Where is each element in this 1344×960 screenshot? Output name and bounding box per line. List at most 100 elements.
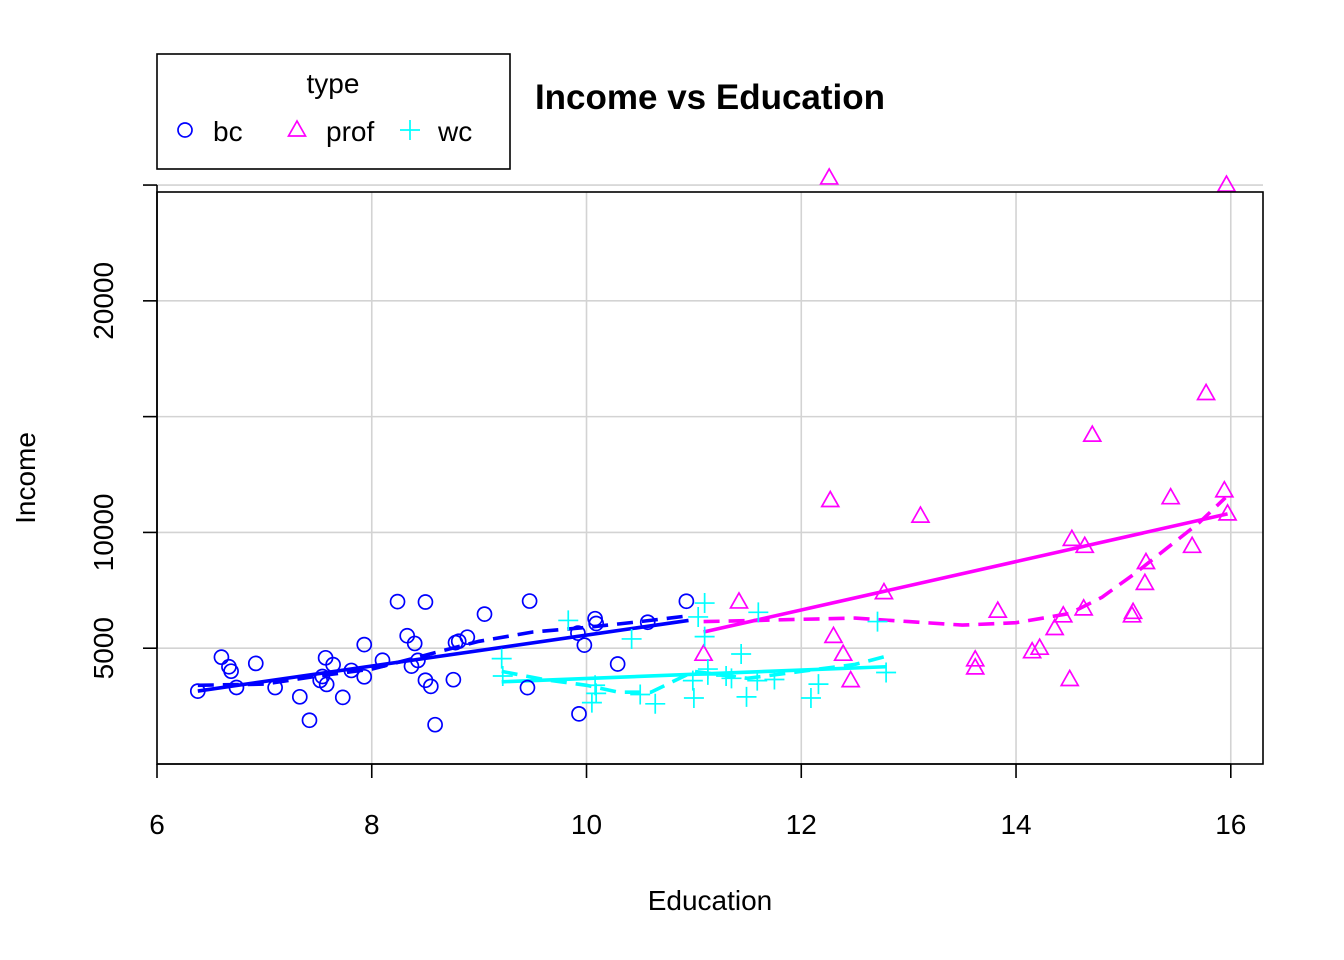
legend-prof-symbol <box>287 119 307 137</box>
prof-point <box>1217 503 1238 521</box>
prof-point <box>1059 668 1080 687</box>
y-tick-label: 20000 <box>88 262 119 340</box>
wc-point <box>808 674 829 695</box>
wc-point <box>630 684 651 705</box>
wc-point <box>867 611 888 632</box>
prof-point <box>1061 528 1082 547</box>
bc-point <box>459 629 476 646</box>
wc-point <box>697 664 718 685</box>
bc-point <box>521 593 538 609</box>
x-axis-label: Education <box>648 885 773 916</box>
bc-point <box>325 656 341 673</box>
bc-point <box>406 635 423 652</box>
bc-point <box>374 652 391 669</box>
legend-wc-symbol <box>400 120 420 140</box>
wc-point <box>581 692 602 713</box>
y-tick-label: 10000 <box>88 493 119 571</box>
wc-point <box>694 593 715 614</box>
prof-point <box>693 643 714 662</box>
bc-point <box>334 689 351 706</box>
bc-point <box>247 655 264 672</box>
bc-point <box>356 636 373 653</box>
wc-point <box>731 644 752 664</box>
wc-point <box>876 662 897 683</box>
prof-point <box>823 625 844 644</box>
bc-point <box>588 615 605 632</box>
bc-point <box>267 679 283 696</box>
prof-point <box>1134 572 1155 591</box>
bc-point <box>389 593 406 610</box>
legend-box <box>156 53 511 170</box>
x-tick-label: 10 <box>571 809 602 840</box>
prof-point <box>1074 535 1095 554</box>
bc-point <box>476 606 493 622</box>
bc-point <box>609 656 626 672</box>
prof-point <box>1022 640 1043 659</box>
x-tick-label: 16 <box>1215 809 1246 840</box>
legend-entries: bc prof wc <box>177 116 472 147</box>
prof-point <box>1073 598 1094 616</box>
prof-point <box>820 489 841 508</box>
bc-point <box>223 663 239 680</box>
y-axis: 5000 10000 20000 <box>88 184 158 679</box>
prof-point <box>1044 617 1065 636</box>
bc-point <box>422 678 439 695</box>
bc-point <box>318 676 335 693</box>
wc-point <box>736 686 757 707</box>
wc-point <box>747 670 768 691</box>
bc-point <box>189 683 206 699</box>
wc-point <box>764 669 785 690</box>
bc-point <box>356 668 373 685</box>
legend-prof-label: prof <box>326 116 374 147</box>
x-tick-label: 14 <box>1000 809 1031 840</box>
bc-point <box>571 706 587 722</box>
prof-point <box>1029 637 1050 656</box>
prof-point <box>987 600 1008 619</box>
prof-point <box>833 643 854 662</box>
prof-point <box>1123 601 1144 620</box>
series-points <box>189 167 1238 733</box>
wc-point <box>716 666 737 686</box>
wc-point <box>800 688 821 708</box>
bc-point <box>450 633 467 650</box>
y-axis-label: Income <box>10 432 41 524</box>
wc-point <box>585 675 606 696</box>
bc-point <box>570 625 586 641</box>
bc-point <box>399 627 416 644</box>
prof-point <box>1214 480 1235 498</box>
wc-point <box>748 602 769 623</box>
bc-point <box>417 594 434 610</box>
prof-point <box>1182 535 1203 554</box>
prof-smooth-line <box>703 496 1227 627</box>
bc-point <box>445 671 462 688</box>
bc-point <box>427 716 443 733</box>
wc-point <box>558 610 579 631</box>
bc-point <box>576 637 593 653</box>
bc-point <box>301 712 318 729</box>
wc-point <box>688 606 709 627</box>
prof-point <box>1196 382 1217 401</box>
x-tick-label: 6 <box>149 809 165 840</box>
wc-point <box>694 626 715 647</box>
bc-point <box>519 679 536 696</box>
x-tick-label: 8 <box>364 809 380 840</box>
prof-point <box>965 649 986 667</box>
wc-point <box>682 670 703 691</box>
bc-fit-line <box>197 618 689 693</box>
chart-title: Income vs Education <box>535 78 885 117</box>
y-tick-label: 5000 <box>88 617 119 679</box>
prof-point <box>1053 605 1074 623</box>
prof-point <box>910 505 931 523</box>
prof-point <box>1216 174 1237 192</box>
prof-point <box>873 581 894 600</box>
legend-title: type <box>307 68 360 99</box>
legend: type bc prof wc <box>156 53 511 170</box>
bc-point <box>639 614 656 631</box>
bc-smooth-line <box>197 614 689 688</box>
prof-point <box>965 657 986 675</box>
wc-point <box>586 683 607 704</box>
prof-point <box>729 591 749 609</box>
x-tick-label: 12 <box>786 809 817 840</box>
wc-point <box>492 666 513 686</box>
